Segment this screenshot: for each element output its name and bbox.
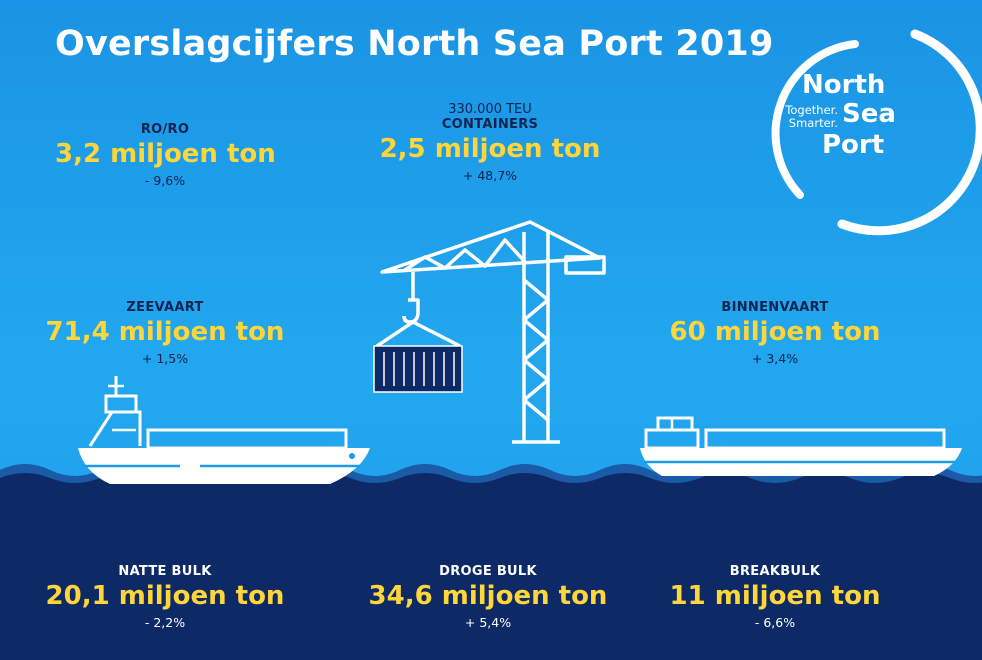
stat-label: DROGE BULK: [439, 564, 537, 579]
stat-change: - 2,2%: [144, 615, 186, 630]
logo-arc-icon: [771, 29, 982, 236]
stat-value: 34,6 miljoen ton: [368, 581, 608, 611]
stat-change: + 48,7%: [462, 168, 518, 183]
stat-breakbulk: BREAKBULK 11 miljoen ton - 6,6%: [665, 564, 885, 632]
stat-binnenvaart: BINNENVAART 60 miljoen ton + 3,4%: [665, 300, 885, 368]
stat-change: + 1,5%: [141, 351, 189, 366]
sea-ship-icon: [78, 376, 370, 484]
stat-containers: 330.000 TEU CONTAINERS 2,5 miljoen ton +…: [370, 102, 610, 185]
logo-word-port: Port: [822, 130, 885, 160]
stat-label: ZEEVAART: [126, 300, 204, 315]
stat-change: + 5,4%: [464, 615, 512, 630]
stat-value: 11 miljoen ton: [669, 581, 881, 611]
page-title: Overslagcijfers North Sea Port 2019: [55, 24, 774, 64]
logo-tagline-1: Together.: [785, 103, 838, 117]
logo-word-north: North: [802, 70, 886, 100]
stat-value: 2,5 miljoen ton: [379, 134, 601, 164]
stat-roro: RO/RO 3,2 miljoen ton - 9,6%: [55, 122, 276, 190]
stat-value: 71,4 miljoen ton: [45, 317, 285, 347]
logo-tagline-2: Smarter.: [788, 116, 838, 130]
stat-value: 20,1 miljoen ton: [45, 581, 285, 611]
stat-change: - 6,6%: [754, 615, 796, 630]
sea: [0, 464, 982, 660]
stat-value: 60 miljoen ton: [669, 317, 881, 347]
crane-icon: [376, 220, 606, 444]
stat-label: BREAKBULK: [729, 564, 821, 579]
stat-natte-bulk: NATTE BULK 20,1 miljoen ton - 2,2%: [40, 564, 290, 632]
logo-word-sea: Sea: [842, 99, 896, 129]
stat-teu: 330.000 TEU: [448, 102, 532, 117]
stat-change: + 3,4%: [751, 351, 799, 366]
stat-label: NATTE BULK: [118, 564, 212, 579]
stat-droge-bulk: DROGE BULK 34,6 miljoen ton + 5,4%: [363, 564, 613, 632]
stat-zeevaart: ZEEVAART 71,4 miljoen ton + 1,5%: [45, 300, 285, 368]
stat-value: 3,2 miljoen ton: [55, 139, 276, 169]
stat-label: BINNENVAART: [721, 300, 829, 315]
stat-change: - 9,6%: [144, 173, 186, 188]
stat-label: CONTAINERS: [441, 117, 539, 132]
barge-icon: [640, 416, 962, 476]
container-icon: [373, 345, 463, 393]
stat-label: RO/RO: [140, 122, 190, 137]
